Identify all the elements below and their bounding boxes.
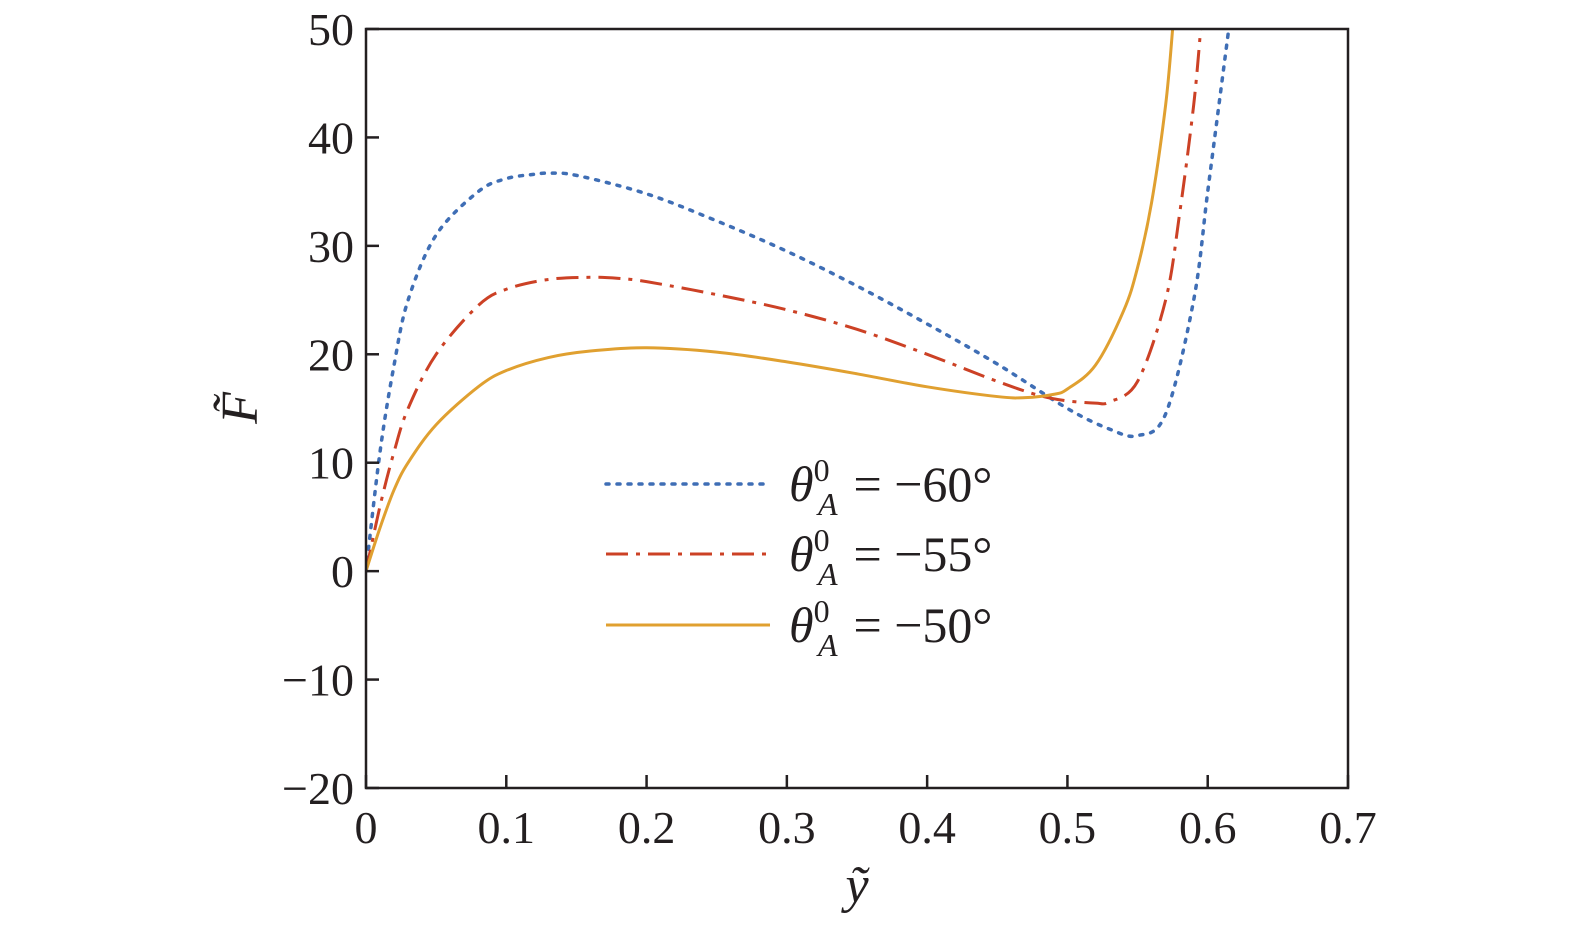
legend-label-2: θ0 A = −55° [789, 522, 992, 592]
series-line-1 [366, 29, 1231, 573]
y-tick-label: 0 [331, 546, 354, 597]
y-tick-label: 50 [308, 4, 354, 55]
x-tick-label: 0.6 [1179, 802, 1237, 853]
x-tick-label: 0.4 [898, 802, 956, 853]
series-line-2 [366, 29, 1203, 572]
legend-label-3: θ0 A = −50° [789, 593, 992, 663]
y-axis-label: F̃ [212, 391, 269, 425]
y-tick-label: 10 [308, 438, 354, 489]
y-tick-label: 30 [308, 221, 354, 272]
x-tick-label: 0.7 [1319, 802, 1377, 853]
tick-labels-layer: 0 0.1 0.2 0.3 0.4 0.5 0.6 0.7 −20 −10 0 10 20 30 40 50 [282, 4, 1377, 853]
x-tick-label: 0 [355, 802, 378, 853]
x-tick-label: 0.1 [478, 802, 536, 853]
ticks-layer [364, 27, 1350, 790]
plot-frame [364, 27, 1350, 790]
x-tick-label: 0.2 [618, 802, 676, 853]
series-line-3 [366, 29, 1175, 572]
y-tick-label: −10 [282, 655, 354, 706]
x-tick-label: 0.3 [758, 802, 816, 853]
x-tick-label: 0.5 [1039, 802, 1097, 853]
x-axis-label: ỹ [840, 857, 870, 914]
legend: θ0 A = −60°θ0 A = −55°θ0 A = −50° [604, 452, 992, 663]
y-tick-label: 40 [308, 112, 354, 163]
series-layer [366, 29, 1231, 573]
legend-label-1: θ0 A = −60° [789, 452, 992, 522]
y-tick-label: −20 [282, 763, 354, 814]
y-tick-label: 20 [308, 329, 354, 380]
